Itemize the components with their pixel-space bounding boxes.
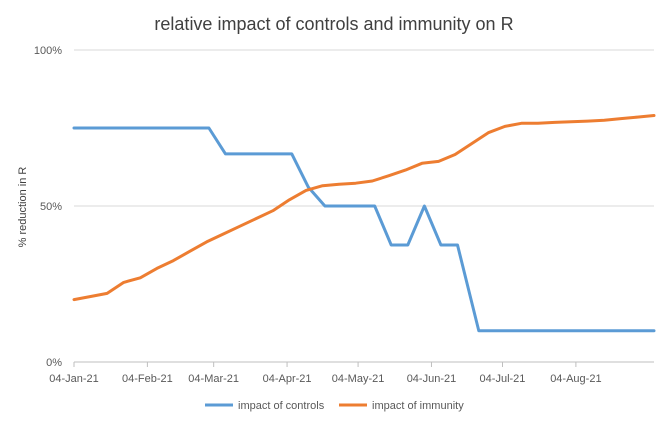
- chart-title: relative impact of controls and immunity…: [154, 14, 514, 34]
- x-tick-label: 04-Jan-21: [49, 373, 99, 385]
- legend-label: impact of controls: [238, 400, 325, 412]
- series-line-immunity: [72, 114, 656, 302]
- x-tick-label: 04-Jul-21: [480, 373, 526, 385]
- x-tick-label: 04-May-21: [332, 373, 385, 385]
- axes: 0% 50% 100% 04-Jan-21 04-Feb-21 04-Mar-21 04-A…: [34, 45, 654, 385]
- x-tick-label: 04-Jun-21: [407, 373, 457, 385]
- legend-label: impact of immunity: [372, 400, 464, 412]
- legend: impact of controls impact of immunity: [205, 400, 464, 412]
- x-tick-label: 04-Mar-21: [188, 373, 239, 385]
- y-tick-label: 0%: [46, 357, 62, 369]
- y-tick-label: 100%: [34, 45, 62, 57]
- series: [72, 114, 656, 333]
- y-tick-label: 50%: [40, 201, 62, 213]
- x-tick-label: 04-Aug-21: [550, 373, 601, 385]
- x-tick-label: 04-Feb-21: [122, 373, 173, 385]
- x-tick-label: 04-Apr-21: [263, 373, 312, 385]
- series-line-controls: [72, 126, 656, 333]
